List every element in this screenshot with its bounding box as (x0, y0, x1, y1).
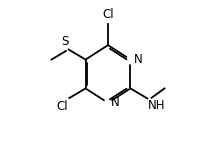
Text: Cl: Cl (102, 8, 114, 21)
Text: Cl: Cl (56, 100, 68, 113)
Text: N: N (134, 53, 142, 66)
Text: N: N (111, 96, 120, 109)
Text: NH: NH (148, 99, 165, 112)
Text: S: S (62, 35, 69, 48)
